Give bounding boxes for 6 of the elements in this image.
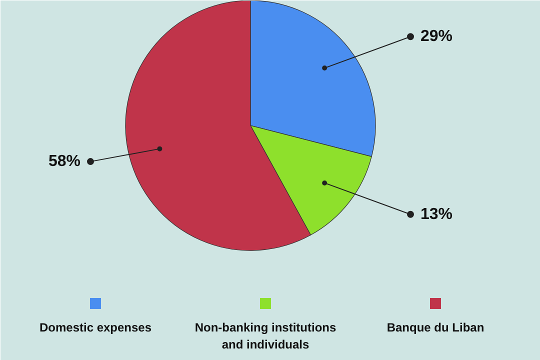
data-label: 58% (48, 153, 81, 170)
data-label: 13% (420, 206, 453, 223)
legend-label: Non-banking institutions and individuals (194, 320, 336, 352)
data-label: 29% (420, 28, 453, 46)
legend-label: Banque du Liban (386, 320, 484, 334)
legend-label: Domestic expenses (39, 320, 152, 334)
